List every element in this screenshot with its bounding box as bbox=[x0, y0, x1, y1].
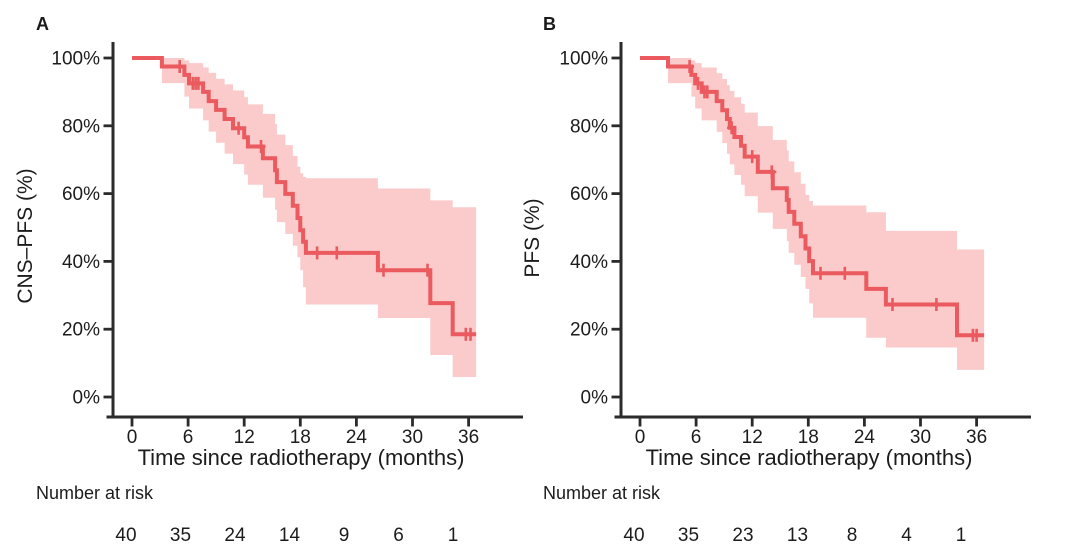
y-tick-label: 100% bbox=[51, 49, 100, 70]
x-axis-title-a: Time since radiotherapy (months) bbox=[137, 445, 465, 470]
number-at-risk-value: 4 bbox=[901, 525, 912, 546]
y-tick-label: 60% bbox=[570, 184, 608, 205]
number-at-risk-value: 35 bbox=[170, 525, 191, 546]
panel-label-a: A bbox=[36, 14, 49, 34]
number-at-risk-value: 40 bbox=[623, 525, 644, 546]
y-tick-label: 0% bbox=[73, 388, 101, 409]
number-at-risk-value: 9 bbox=[339, 525, 350, 546]
x-tick-label: 36 bbox=[458, 427, 479, 448]
number-at-risk-value: 23 bbox=[732, 525, 753, 546]
x-tick-label: 18 bbox=[290, 427, 311, 448]
x-tick-label: 30 bbox=[402, 427, 423, 448]
x-tick-label: 6 bbox=[183, 427, 194, 448]
number-at-risk-value: 1 bbox=[448, 525, 459, 546]
number-at-risk-value: 8 bbox=[847, 525, 858, 546]
km-curve bbox=[132, 56, 477, 337]
y-tick-label: 40% bbox=[570, 252, 608, 273]
number-at-risk-value: 1 bbox=[956, 525, 967, 546]
number-at-risk-value: 24 bbox=[224, 525, 246, 546]
number-at-risk-value: 40 bbox=[115, 525, 136, 546]
number-at-risk-value: 13 bbox=[787, 525, 808, 546]
x-tick-label: 18 bbox=[798, 427, 819, 448]
y-tick-label: 60% bbox=[62, 184, 100, 205]
confidence-band bbox=[132, 58, 477, 377]
x-axis-title-b: Time since radiotherapy (months) bbox=[645, 445, 973, 470]
number-at-risk-label-b: Number at risk bbox=[543, 483, 661, 503]
x-tick-label: 0 bbox=[127, 427, 138, 448]
y-tick-label: 40% bbox=[62, 252, 100, 273]
x-tick-label: 24 bbox=[854, 427, 876, 448]
x-tick-label: 6 bbox=[691, 427, 702, 448]
number-at-risk-value: 35 bbox=[678, 525, 699, 546]
x-tick-label: 12 bbox=[742, 427, 763, 448]
confidence-band bbox=[640, 58, 985, 370]
number-at-risk-value: 14 bbox=[279, 525, 301, 546]
x-tick-label: 30 bbox=[910, 427, 931, 448]
y-axis-title-b: PFS (%) bbox=[521, 198, 544, 278]
panel-label-b: B bbox=[543, 14, 556, 34]
y-tick-label: 20% bbox=[570, 320, 608, 341]
y-tick-label: 20% bbox=[62, 320, 100, 341]
x-tick-label: 24 bbox=[346, 427, 368, 448]
number-at-risk-value: 6 bbox=[393, 525, 404, 546]
km-curve bbox=[640, 56, 985, 338]
y-axis-title-a: CNS–PFS (%) bbox=[14, 168, 37, 304]
y-tick-label: 0% bbox=[581, 388, 609, 409]
x-tick-label: 0 bbox=[635, 427, 646, 448]
x-tick-label: 12 bbox=[234, 427, 255, 448]
number-at-risk-label-a: Number at risk bbox=[36, 483, 154, 503]
x-tick-label: 36 bbox=[966, 427, 987, 448]
y-tick-label: 80% bbox=[570, 116, 608, 137]
y-tick-label: 100% bbox=[559, 49, 608, 70]
y-tick-label: 80% bbox=[62, 116, 100, 137]
